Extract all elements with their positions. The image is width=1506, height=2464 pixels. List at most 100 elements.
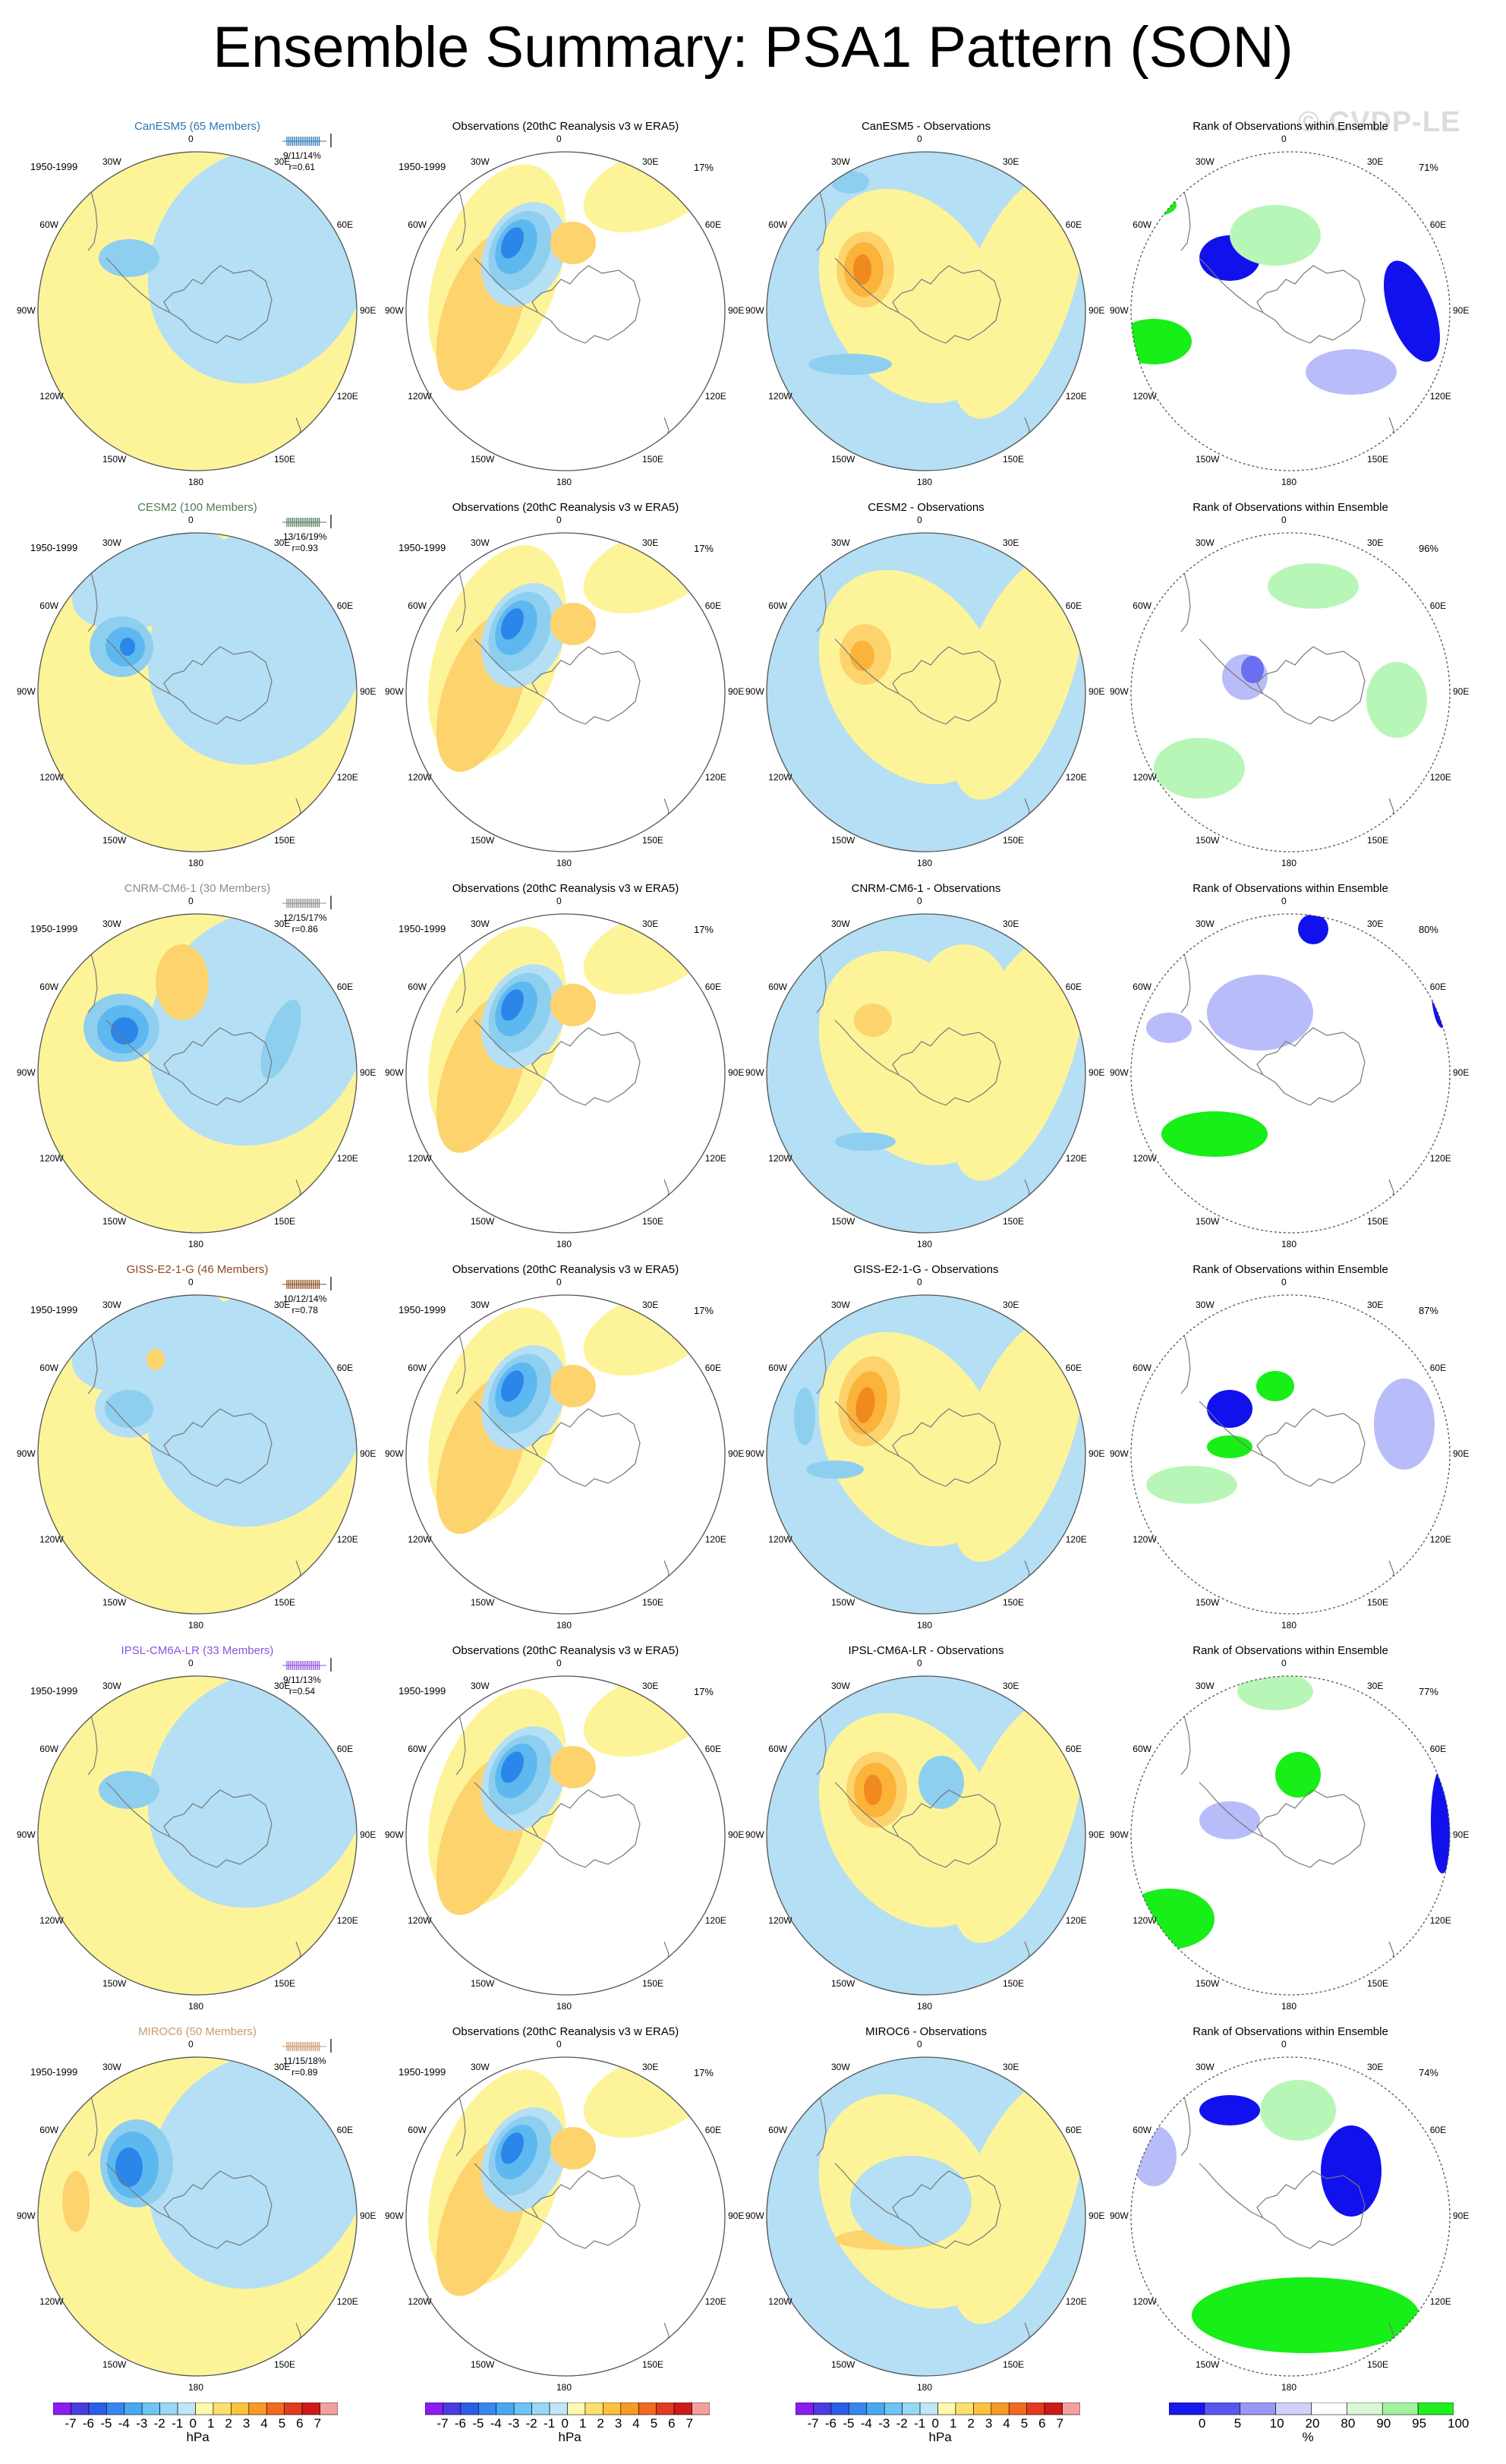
- map-frame: [1130, 532, 1451, 852]
- map-frame: [405, 913, 726, 1234]
- ensemble-rug-plot: [281, 1275, 336, 1292]
- longitude-label: 60W: [39, 219, 58, 230]
- longitude-label: 30W: [831, 537, 850, 549]
- colorbar-tick-label: 1: [949, 2416, 957, 2431]
- diff-map: [766, 532, 1086, 852]
- contour-region: [950, 173, 1084, 419]
- colorbar-swatch: [231, 2402, 250, 2415]
- longitude-label: 30E: [274, 537, 291, 549]
- longitude-label: 0: [188, 896, 194, 906]
- colorbar-swatch: [584, 2402, 603, 2415]
- contour-region: [950, 1697, 1084, 1943]
- longitude-label: 0: [556, 2039, 562, 2050]
- contour-region: [1321, 2125, 1382, 2217]
- longitude-label: 120E: [704, 772, 726, 783]
- model-panel-title: IPSL-CM6A-LR (33 Members): [121, 1644, 274, 1657]
- longitude-label: 60W: [1133, 219, 1152, 230]
- longitude-label: 30W: [102, 918, 121, 930]
- period-label: 1950-1999: [30, 1685, 78, 1697]
- colorbar-tick-label: 3: [242, 2416, 250, 2431]
- stat-label: 10/12/14% r=0.78: [283, 1293, 327, 1315]
- longitude-label: 120W: [1133, 772, 1157, 783]
- longitude-label: 90E: [728, 686, 745, 697]
- longitude-label: 30W: [471, 1681, 490, 1692]
- longitude-label: 120E: [1429, 1534, 1451, 1545]
- longitude-label: 120W: [39, 2296, 64, 2307]
- longitude-label: 30W: [102, 1300, 121, 1311]
- longitude-label: 180: [917, 858, 933, 868]
- colorbar-swatch: [656, 2402, 675, 2415]
- longitude-label: 90E: [1453, 1829, 1470, 1840]
- longitude-label: 150W: [471, 1977, 495, 1989]
- colorbar-tick-label: -3: [878, 2416, 890, 2431]
- colorbar-unit: %: [1302, 2430, 1314, 2444]
- longitude-label: 90E: [1089, 1829, 1105, 1840]
- longitude-label: 120W: [39, 1915, 64, 1926]
- longitude-label: 120W: [1133, 2296, 1157, 2307]
- model-map: [37, 532, 358, 852]
- period-label: 1950-1999: [399, 1304, 446, 1315]
- diff-panel: MIROC6 - Observations 0 30E 60E 90E 120E 150E 1…: [745, 2025, 1105, 2397]
- longitude-label: 0: [917, 134, 922, 144]
- longitude-label: 90W: [17, 2210, 36, 2221]
- longitude-label: 60E: [704, 1363, 722, 1373]
- colorbar-tick-label: -2: [525, 2416, 537, 2431]
- longitude-label: 120E: [1065, 1534, 1087, 1545]
- colorbar-swatch: [141, 2402, 160, 2415]
- longitude-label: 150W: [102, 453, 127, 465]
- longitude-label: 0: [1281, 896, 1287, 906]
- longitude-label: 90E: [360, 1448, 376, 1459]
- longitude-label: 60W: [1133, 1363, 1152, 1373]
- rank-map: [1130, 1294, 1451, 1615]
- obs-map: [405, 913, 726, 1234]
- longitude-label: 60W: [39, 982, 58, 992]
- longitude-label: 60E: [1429, 219, 1447, 230]
- contour-region: [111, 1017, 138, 1045]
- longitude-label: 120W: [768, 2296, 792, 2307]
- longitude-label: 150E: [1003, 453, 1025, 465]
- colorbar-swatch: [1204, 2402, 1241, 2415]
- longitude-label: 90E: [728, 1829, 745, 1840]
- colorbar-tick-label: 7: [313, 2416, 322, 2431]
- obs-percent-label: 17%: [693, 2067, 714, 2078]
- map-frame: [766, 2056, 1086, 2377]
- colorbar-tick-label: 4: [260, 2416, 268, 2431]
- map-frame: [405, 2056, 726, 2377]
- contour-region: [550, 222, 596, 264]
- colorbar-tick-label: 0: [1198, 2416, 1206, 2431]
- longitude-label: 150E: [274, 1977, 296, 1989]
- longitude-label: 150W: [471, 834, 495, 846]
- contour-region: [500, 989, 525, 1021]
- colorbar-tick-label: 10: [1269, 2416, 1284, 2431]
- colorbar-swatch: [52, 2402, 71, 2415]
- longitude-label: 60W: [1133, 982, 1152, 992]
- longitude-label: 120W: [1133, 391, 1157, 402]
- colorbar-swatch: [1026, 2402, 1045, 2415]
- longitude-label: 90E: [1089, 2210, 1105, 2221]
- longitude-label: 90W: [17, 1829, 36, 1840]
- longitude-label: 120E: [1065, 1915, 1087, 1926]
- longitude-label: 60W: [408, 982, 427, 992]
- model-panel-title: CESM2 (100 Members): [137, 501, 257, 514]
- longitude-label: 120W: [768, 391, 792, 402]
- longitude-label: 90E: [1453, 1448, 1470, 1459]
- stat-label: 9/11/14% r=0.61: [283, 150, 321, 172]
- model-panel: MIROC6 (50 Members) 0 30E 60E 90E 120E 150E 180…: [17, 2025, 376, 2397]
- longitude-label: 0: [188, 134, 194, 144]
- map-frame: [37, 913, 358, 1234]
- longitude-label: 150E: [274, 2358, 296, 2370]
- period-label: 1950-1999: [30, 923, 78, 934]
- rank-percent-label: 96%: [1418, 543, 1438, 554]
- contour-region: [147, 1349, 165, 1370]
- longitude-label: 180: [188, 2382, 204, 2393]
- longitude-label: 60E: [336, 600, 354, 611]
- obs-panel: Observations (20thC Reanalysis v3 w ERA5…: [385, 2025, 744, 2397]
- longitude-label: 60E: [1065, 982, 1082, 992]
- colorbar-tick-label: 1: [206, 2416, 215, 2431]
- longitude-label: 90E: [1453, 2210, 1470, 2221]
- diff-map: [766, 1294, 1086, 1615]
- map-frame: [1130, 2056, 1451, 2377]
- contour-region: [1268, 563, 1359, 609]
- longitude-label: 180: [188, 477, 204, 487]
- obs-panel-title: Observations (20thC Reanalysis v3 w ERA5…: [452, 1263, 679, 1276]
